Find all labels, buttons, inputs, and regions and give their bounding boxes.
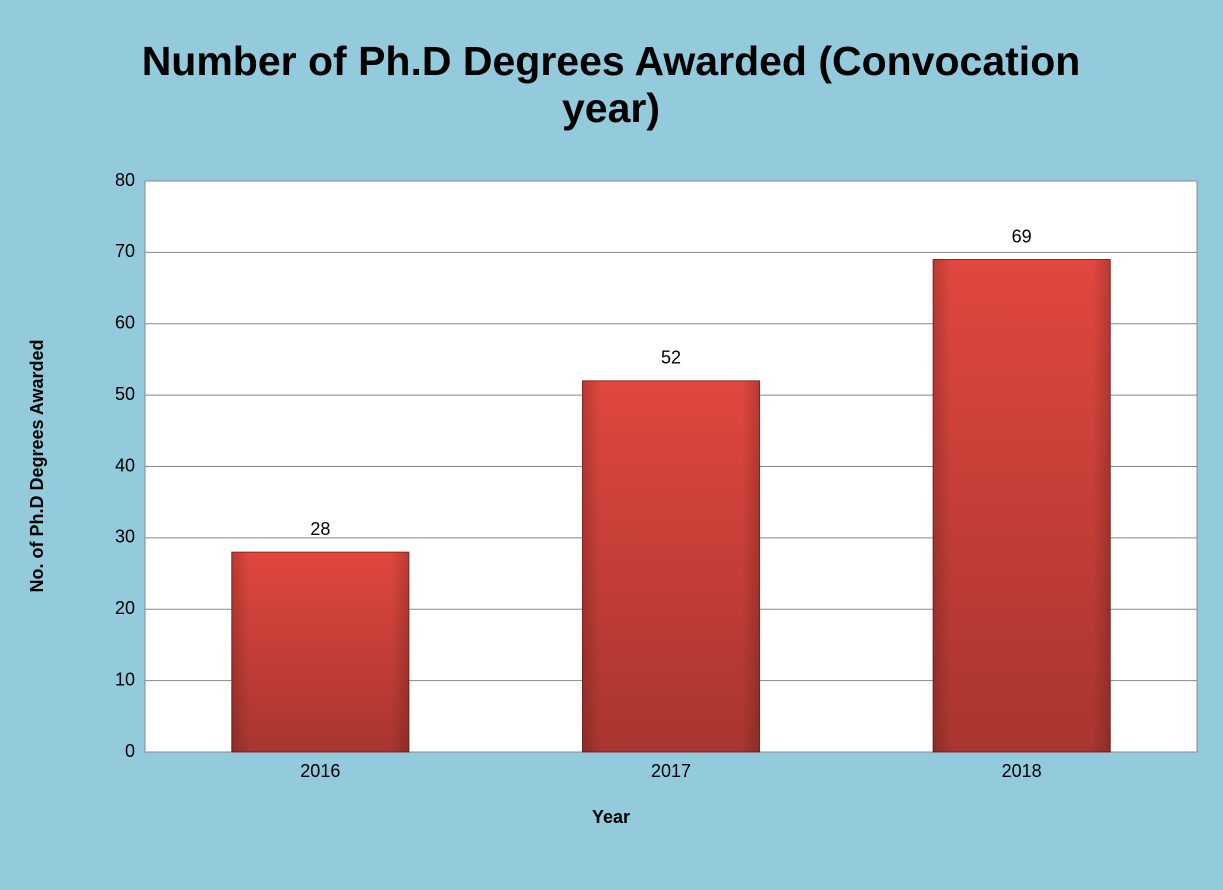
- y-tick-label: 10: [115, 669, 135, 689]
- bar: [932, 259, 1111, 753]
- x-tick-label: 2017: [651, 761, 691, 781]
- y-tick-label: 40: [115, 455, 135, 475]
- y-axis-title: No. of Ph.D Degrees Awarded: [27, 339, 47, 592]
- data-label: 69: [1012, 226, 1032, 246]
- x-tick-label: 2018: [1002, 761, 1042, 781]
- x-tick-label: 2016: [300, 761, 340, 781]
- y-tick-label: 30: [115, 527, 135, 547]
- bar: [581, 380, 761, 753]
- y-tick-label: 60: [115, 313, 135, 333]
- bar: [231, 551, 410, 753]
- y-tick-label: 20: [115, 598, 135, 618]
- data-label: 52: [661, 348, 681, 368]
- chart-title: Number of Ph.D Degrees Awarded (Convocat…: [141, 38, 1081, 131]
- data-label: 28: [310, 519, 330, 539]
- y-tick-label: 50: [115, 384, 135, 404]
- y-tick-label: 80: [115, 170, 135, 190]
- y-tick-label: 0: [125, 741, 135, 761]
- x-axis-title: Year: [592, 807, 630, 827]
- y-tick-label: 70: [115, 241, 135, 261]
